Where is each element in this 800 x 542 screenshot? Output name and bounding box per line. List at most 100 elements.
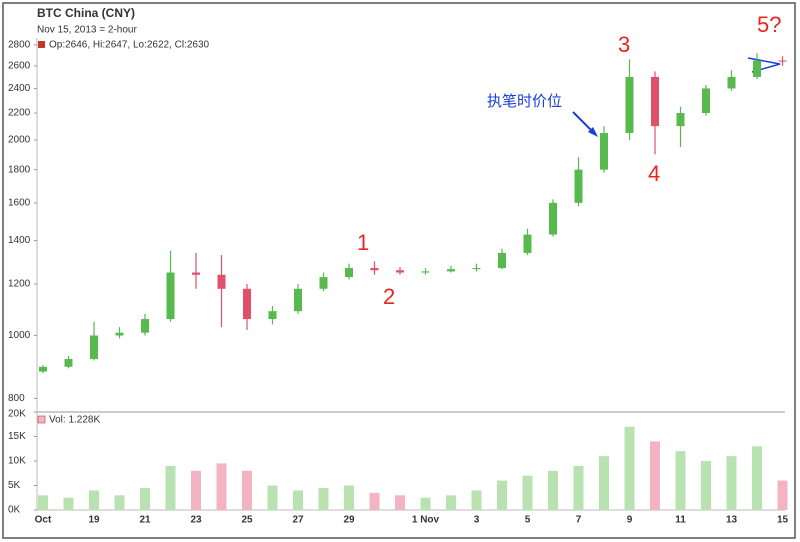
candle-body [64, 359, 73, 367]
volume-bar [165, 465, 176, 510]
candle-body [115, 332, 124, 336]
chart-title: BTC China (CNY) [37, 6, 135, 20]
candle-body [651, 76, 659, 127]
annotation: 1 [357, 230, 369, 255]
candle-body [345, 268, 353, 278]
y-tick-label: 1800 [8, 164, 31, 175]
volume-bar [344, 485, 354, 510]
candle-body [472, 268, 481, 270]
candle-body [625, 76, 634, 133]
candle-body [753, 60, 761, 77]
volume-bar [318, 487, 329, 510]
candle-body [294, 288, 302, 312]
volume-bar [395, 495, 405, 510]
candle-body [141, 319, 149, 333]
volume-bar [497, 480, 507, 510]
volume-tick-label: 0K [8, 505, 21, 516]
candle-body [39, 366, 47, 372]
y-tick-label: 2800 [8, 40, 31, 51]
annotation: 5? [757, 12, 781, 37]
candle-body [90, 335, 98, 360]
volume-bar [191, 470, 201, 510]
x-tick-label: 1 Nov [412, 515, 440, 526]
volume-bar [548, 470, 558, 510]
y-tick-label: 1000 [8, 330, 31, 341]
candle-body [447, 269, 455, 272]
volume-tick-label: 10K [8, 456, 26, 467]
volume-bar [777, 480, 788, 510]
volume-bar [701, 461, 711, 510]
x-tick-label: 21 [139, 515, 151, 526]
volume-bar [752, 446, 762, 510]
volume-bar [38, 495, 48, 510]
y-tick-label: 1600 [8, 198, 31, 209]
x-tick-label: 11 [675, 515, 686, 526]
volume-bar [573, 465, 584, 510]
ohlc-label: Op:2646, Hi:2647, Lo:2622, Cl:2630 [49, 40, 210, 51]
volume-bar [267, 485, 278, 510]
volume-bar [89, 490, 99, 510]
volume-bar [522, 475, 533, 510]
y-tick-label: 2000 [8, 135, 31, 146]
volume-bar [446, 495, 456, 510]
candle-body [268, 311, 277, 320]
y-tick-label: 1200 [8, 279, 31, 290]
volume-tick-label: 5K [8, 480, 21, 491]
x-tick-label: 9 [627, 515, 633, 526]
candle-body [549, 202, 557, 235]
x-tick-label: 7 [576, 515, 582, 526]
volume-tick-label: 15K [8, 431, 26, 442]
x-tick-label: 29 [343, 515, 355, 526]
volume-bar [293, 490, 303, 510]
annotation: 执笔时价位 [487, 93, 562, 110]
volume-bar [675, 451, 686, 510]
candle-body [600, 132, 608, 170]
y-tick-label: 1400 [8, 235, 31, 246]
candle-body [676, 113, 685, 127]
candle-body [778, 60, 787, 62]
candle-body [574, 169, 583, 203]
x-tick-label: Oct [35, 515, 52, 526]
volume-bar [471, 490, 482, 510]
x-tick-label: 27 [292, 515, 304, 526]
x-tick-label: 25 [241, 515, 253, 526]
candle-body [523, 234, 532, 253]
x-tick-label: 5 [525, 515, 531, 526]
candle-body [319, 277, 328, 289]
candle-body [702, 88, 710, 114]
volume-bar [726, 456, 737, 510]
annotation: 4 [648, 161, 660, 186]
candle-body [396, 270, 404, 273]
volume-icon [37, 415, 46, 424]
y-tick-label: 2600 [8, 61, 31, 72]
volume-bar [369, 492, 380, 510]
x-tick-label: 3 [474, 515, 480, 526]
candle-body [498, 252, 506, 269]
volume-bar [114, 495, 125, 510]
volume-bar [624, 426, 635, 510]
candle-body [370, 268, 379, 271]
subtitle: Nov 15, 2013 = 2-hour [37, 25, 137, 36]
candle-body [217, 274, 226, 289]
candle-body [243, 288, 251, 320]
candle-body [727, 76, 736, 89]
ohlc-icon [38, 41, 45, 48]
volume-bar [420, 497, 431, 510]
volume-label: Vol: 1.228K [49, 415, 100, 426]
arrow-head [588, 127, 598, 137]
x-tick-label: 19 [88, 515, 100, 526]
triangle-pattern [747, 57, 781, 73]
y-tick-label: 2200 [8, 108, 31, 119]
volume-bar [599, 456, 609, 510]
candle-body [166, 272, 175, 320]
volume-bar [140, 487, 150, 510]
annotation: 3 [618, 32, 630, 57]
volume-bar [242, 470, 252, 510]
x-tick-label: 15 [777, 515, 789, 526]
volume-bar [650, 441, 660, 510]
annotation: 2 [383, 284, 395, 309]
candle-body [192, 272, 200, 275]
volume-bar [216, 463, 227, 510]
